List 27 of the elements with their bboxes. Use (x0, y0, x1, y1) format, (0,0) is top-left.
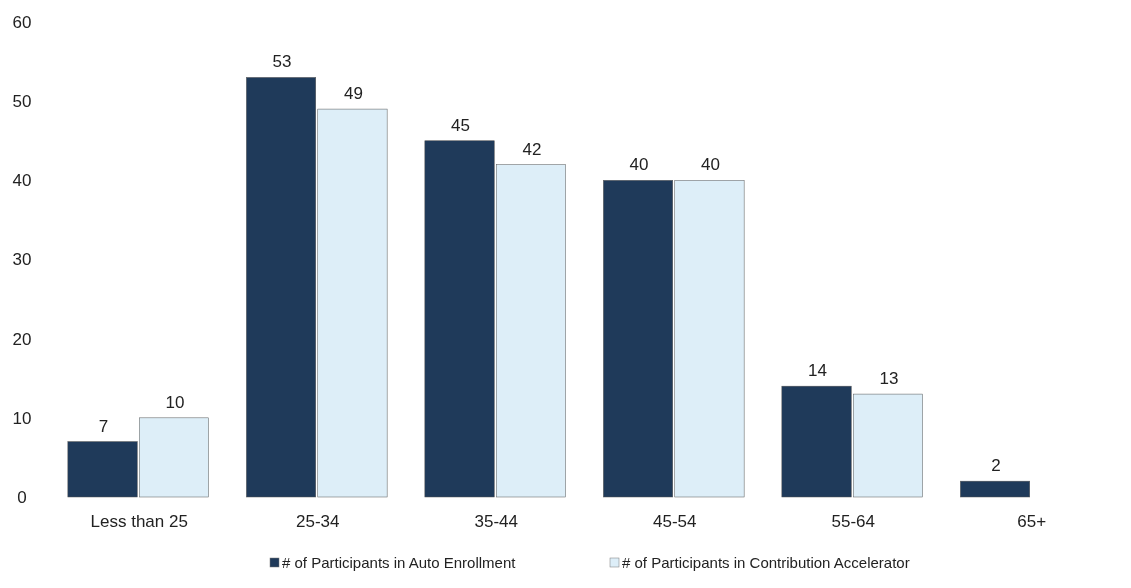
data-label: 40 (700, 155, 720, 175)
legend-label: # of Participants in Auto Enrollment (282, 554, 517, 571)
bar (960, 480, 1030, 498)
data-label: 45 (451, 115, 471, 135)
data-label: 53 (272, 52, 292, 72)
x-tick-label: 35-44 (474, 512, 518, 531)
x-tick-label: 55-64 (831, 512, 875, 531)
data-label: 40 (629, 155, 649, 175)
y-tick-label: 50 (12, 92, 32, 112)
data-label: 10 (165, 392, 185, 412)
data-label: 42 (522, 139, 542, 159)
y-tick-label: 40 (12, 171, 32, 191)
y-tick-label: 10 (12, 408, 32, 428)
x-tick-label: 25-34 (296, 512, 340, 531)
y-tick-label: 20 (12, 329, 32, 349)
y-tick-label: 30 (12, 250, 32, 270)
y-tick-label: 60 (12, 12, 32, 32)
legend-label: # of Participants in Contribution Accelerator (622, 554, 910, 571)
x-tick-label: 45-54 (653, 512, 697, 531)
y-tick-label: 0 (17, 487, 27, 507)
x-tick-label: 65+ (1017, 512, 1047, 531)
data-label: 2 (991, 456, 1001, 476)
x-tick-label: Less than 25 (90, 512, 188, 531)
data-label: 13 (879, 369, 899, 389)
data-label: 49 (343, 84, 363, 104)
data-label: 7 (98, 416, 109, 436)
data-label: 14 (808, 361, 828, 381)
